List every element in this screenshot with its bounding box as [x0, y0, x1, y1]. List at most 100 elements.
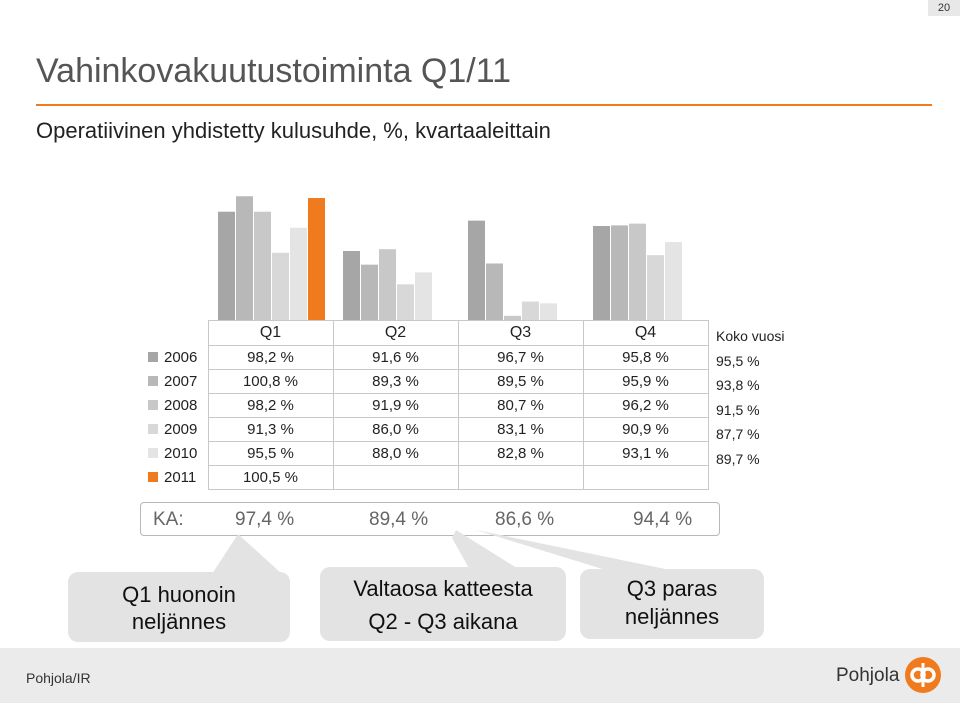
- annual-value-2009: 87,7 %: [716, 426, 760, 442]
- average-row: KA: 97,4 % 89,4 % 86,6 % 94,4 %: [140, 502, 720, 536]
- bar-2007-q2: [361, 264, 378, 320]
- legend-swatch: [148, 400, 158, 410]
- bar-2008-q3: [504, 315, 521, 320]
- bar-2006-q4: [593, 225, 610, 320]
- bar-2009-q4: [647, 255, 664, 320]
- legend-swatch: [148, 424, 158, 434]
- bar-2006-q3: [468, 220, 485, 320]
- callout-q2-line1: Valtaosa katteesta: [353, 576, 533, 601]
- title-divider: [36, 104, 932, 106]
- bar-2008-q2: [379, 249, 396, 320]
- table-row: 2009 91,3 % 86,0 % 83,1 % 90,9 %: [148, 417, 709, 442]
- bar-chart: [218, 196, 682, 320]
- table-row-year: 2006: [148, 346, 208, 370]
- bar-2010-q2: [415, 272, 432, 320]
- table-row: 2006 98,2 % 91,6 % 96,7 % 95,8 %: [148, 345, 709, 370]
- annual-value-2008: 91,5 %: [716, 401, 760, 418]
- table-body: 2006 98,2 % 91,6 % 96,7 % 95,8 % 2007 100,8 % 8…: [148, 345, 709, 490]
- callout-q3-line1: Q3 paras: [626, 576, 718, 601]
- data-table: Q1 Q2 Q3 Q4 2006 98,2 % 91,6 % 96,7 % 95,8 %…: [148, 320, 709, 490]
- data-label: 88,0 %: [332, 441, 459, 466]
- annual-value-2007: 93,8 %: [716, 377, 760, 393]
- table-row: 2010 95,5 % 88,0 % 82,8 % 93,1 %: [148, 441, 709, 466]
- callout-q3-best: Q3 paras neljännes: [580, 569, 764, 639]
- bar-2009-q2: [397, 284, 414, 320]
- legend-swatch: [148, 352, 158, 362]
- table-row-year: 2008: [148, 394, 208, 418]
- callout-q2-q3-margin: Valtaosa katteesta Q2 - Q3 aikana: [320, 567, 566, 641]
- annual-header: Koko vuosi: [716, 328, 785, 344]
- legend-swatch: [148, 376, 158, 386]
- data-label: 98,2 %: [207, 345, 334, 370]
- table-header-row: Q1 Q2 Q3 Q4: [148, 320, 709, 346]
- table-header-q3: Q3: [457, 320, 584, 346]
- callout-q1-worst: Q1 huonoin neljännes: [68, 572, 290, 642]
- data-label: 90,9 %: [582, 417, 709, 442]
- pohjola-logo-icon: [905, 657, 941, 693]
- data-label: 89,5 %: [457, 369, 584, 394]
- average-q3: 86,6 %: [495, 509, 555, 530]
- table-header-q4: Q4: [582, 320, 709, 346]
- data-label: [332, 465, 459, 490]
- data-label: 96,7 %: [457, 345, 584, 370]
- data-label: 82,8 %: [457, 441, 584, 466]
- bar-2008-q4: [629, 223, 646, 320]
- average-q1: 97,4 %: [235, 509, 295, 530]
- bar-2007-q4: [611, 225, 628, 320]
- table-row-year: 2007: [148, 370, 208, 394]
- callout-q1-line2: neljännes: [131, 609, 227, 634]
- average-q4: 94,4 %: [633, 509, 693, 530]
- footer-label: Pohjola/IR: [26, 670, 91, 686]
- bar-2007-q3: [486, 263, 503, 320]
- bar-2006-q1: [218, 211, 235, 320]
- annual-column: Koko vuosi 95,5 % 93,8 % 91,5 % 87,7 % 8…: [716, 324, 784, 471]
- data-label: 95,8 %: [582, 345, 709, 370]
- table-row: 2011 100,5 %: [148, 465, 709, 490]
- average-label: KA:: [153, 509, 184, 530]
- table-row: 2008 98,2 % 91,9 % 80,7 % 96,2 %: [148, 393, 709, 418]
- legend-label: 2010: [164, 445, 198, 462]
- legend-label: 2008: [164, 397, 198, 414]
- legend-swatch: [148, 472, 158, 482]
- table-row-year: 2011: [148, 466, 208, 490]
- brand-name: Pohjola: [836, 665, 900, 686]
- data-label: 96,2 %: [582, 393, 709, 418]
- callout-q1-line1: Q1 huonoin: [122, 582, 236, 607]
- data-label: [582, 465, 709, 490]
- legend-label: 2009: [164, 421, 198, 438]
- page-number: 20: [928, 0, 960, 16]
- table-row-year: 2010: [148, 442, 208, 466]
- data-label: 83,1 %: [457, 417, 584, 442]
- average-q2: 89,4 %: [369, 509, 429, 530]
- data-label: 98,2 %: [207, 393, 334, 418]
- bar-2008-q1: [254, 211, 271, 320]
- table-header-q1: Q1: [207, 320, 334, 346]
- table-row-year: 2009: [148, 418, 208, 442]
- callout-q3-line2: neljännes: [624, 604, 720, 629]
- page-title: Vahinkovakuutustoiminta Q1/11: [36, 52, 512, 90]
- callout-q2-line2: Q2 - Q3 aikana: [368, 609, 518, 634]
- bar-2010-q4: [665, 242, 682, 320]
- annual-value-2006: 95,5 %: [716, 352, 760, 369]
- data-label: 100,5 %: [207, 465, 334, 490]
- legend-label: 2006: [164, 349, 198, 366]
- bar-2006-q2: [343, 250, 360, 320]
- callout-pointer-q2: [452, 530, 520, 570]
- bar-2011-q1: [308, 198, 325, 320]
- legend-swatch: [148, 448, 158, 458]
- callout-pointer-q3: [476, 530, 680, 572]
- bar-2009-q1: [272, 252, 289, 320]
- data-label: 91,3 %: [207, 417, 334, 442]
- legend-label: 2007: [164, 373, 198, 390]
- footer-bar: Pohjola/IR Pohjola: [0, 648, 960, 703]
- page-subtitle: Operatiivinen yhdistetty kulusuhde, %, k…: [36, 118, 551, 143]
- callout-pointer-q1: [212, 534, 282, 574]
- data-label: 89,3 %: [332, 369, 459, 394]
- bar-2010-q3: [540, 303, 557, 320]
- bar-2007-q1: [236, 196, 253, 320]
- table-header-q2: Q2: [332, 320, 459, 346]
- bar-2010-q1: [290, 227, 307, 320]
- legend-label: 2011: [164, 469, 197, 486]
- data-label: [457, 465, 584, 490]
